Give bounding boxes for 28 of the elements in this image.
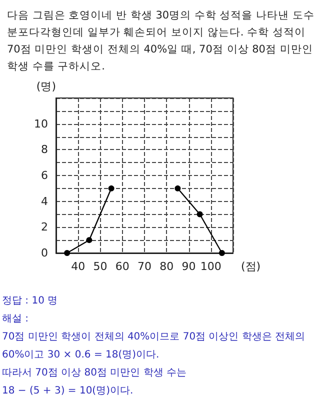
y-axis-title: (명) [36, 80, 56, 93]
x-tick-label: 40 [71, 260, 86, 273]
point [196, 211, 203, 218]
point [218, 250, 225, 256]
x-axis-title: (점) [241, 260, 261, 273]
text: 정답 : 10 명 [2, 296, 58, 306]
text: 해설 : [2, 314, 29, 324]
y-tick-label: 0 [41, 246, 48, 260]
y-tick-label: 4 [41, 194, 48, 208]
text: 60%이고 30 × 0.6 = 18(명)이다. [2, 350, 160, 360]
text: 70점 미만인 학생이 전체의 40%이므로 70점 이상인 학생은 전체의 [2, 332, 306, 342]
y-tick-label: 6 [41, 169, 48, 182]
point [174, 185, 181, 192]
point [64, 250, 70, 256]
y-tick-label: 8 [41, 143, 48, 156]
text: 따라서 70점 이상 80점 미만인 학생 수는 [2, 368, 187, 378]
x-tick-label: 100 [200, 260, 222, 273]
y-tick-label: 10 [34, 117, 48, 130]
text: 18 − (5 + 3) = 10(명)이다. [2, 386, 134, 396]
x-tick-label: 70 [138, 260, 152, 273]
x-tick-label: 90 [182, 260, 196, 273]
x-tick-label: 50 [93, 260, 108, 273]
x-tick-label: 80 [160, 260, 174, 273]
x-tick-label: 60 [115, 260, 130, 273]
point [86, 237, 92, 244]
chart-title: 다음 그림은 호영이네 반 학생 30명의 수학 성적을 나타낸 도수분포다각형인데 일부가 훼손되어 보이지 않는다. 수학 성적이 70점 미만인 학생이 전체의 40%일 때, 70점 이상 80점 미만인 학생 수를 구하시오. [7, 10, 316, 72]
point [108, 185, 114, 192]
y-tick-label: 2 [41, 220, 48, 234]
